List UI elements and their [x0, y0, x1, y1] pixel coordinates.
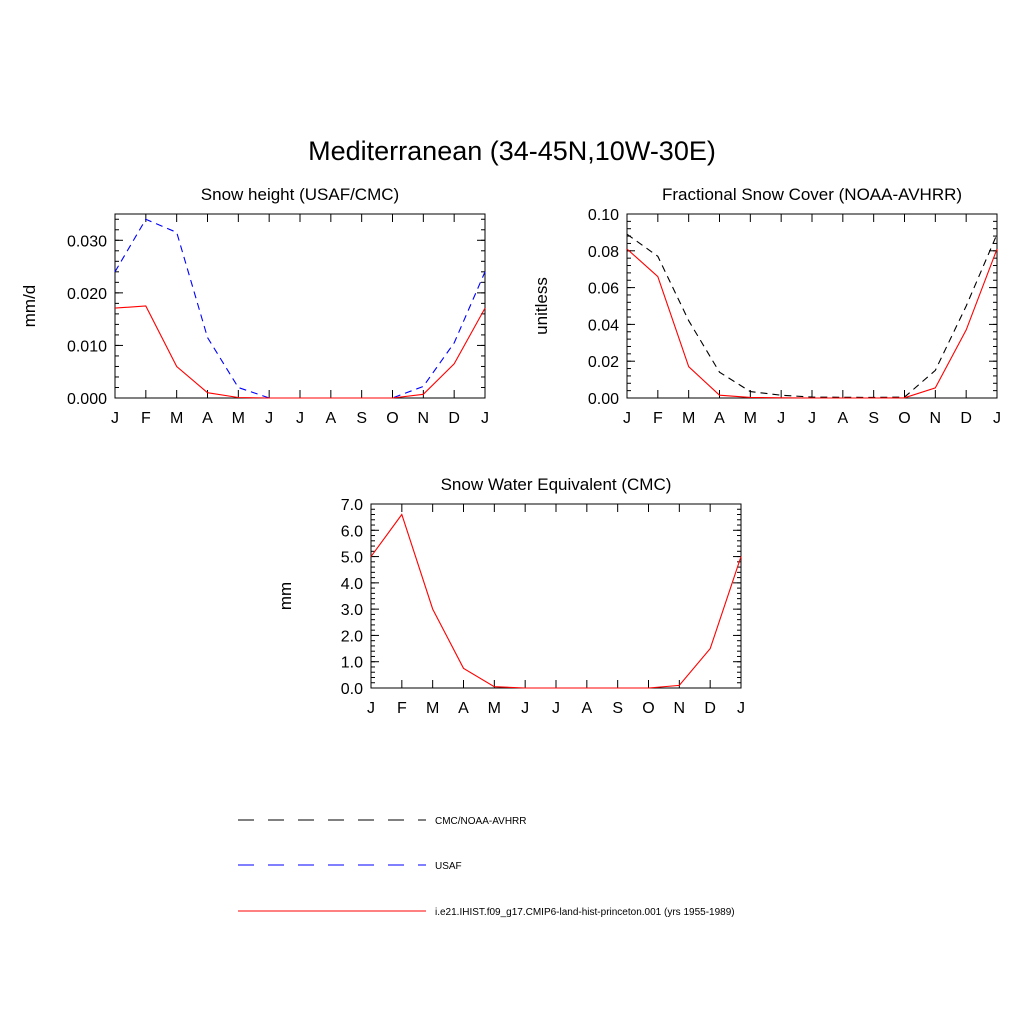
- y-tick-label: 4.0: [341, 576, 363, 593]
- x-tick-label: J: [296, 410, 304, 427]
- y-tick-label: 0.020: [67, 286, 107, 303]
- legend: CMC/NOAA-AVHRR USAF i.e21.IHIST.f09_g17.CM…: [238, 816, 735, 918]
- series-line: [626, 248, 998, 399]
- x-tick-label: O: [386, 410, 398, 427]
- chart-fractional-snow-cover: Fractional Snow Cover (NOAA-AVHRR) unitle…: [532, 185, 1001, 427]
- x-tick-label: J: [521, 700, 529, 717]
- x-tick-label: A: [202, 410, 213, 427]
- x-tick-label: O: [642, 700, 654, 717]
- x-tick-label: J: [993, 410, 1001, 427]
- y-tick-label: 0.04: [588, 317, 619, 334]
- plot-frame: [114, 213, 486, 399]
- x-tick-label: M: [170, 410, 183, 427]
- y-tick-label: 1.0: [341, 655, 363, 672]
- y-tick-label: 0.02: [588, 354, 619, 371]
- y-tick-label: 3.0: [341, 602, 363, 619]
- y-axis-label: unitless: [532, 277, 551, 335]
- x-tick-label: A: [458, 700, 469, 717]
- plot-frame: [626, 213, 998, 399]
- x-tick-label: N: [930, 410, 942, 427]
- y-tick-label: 0.10: [588, 207, 619, 224]
- chart-title: Fractional Snow Cover (NOAA-AVHRR): [662, 185, 962, 204]
- x-tick-label: J: [808, 410, 816, 427]
- x-tick-label: J: [777, 410, 785, 427]
- y-tick-label: 5.0: [341, 550, 363, 567]
- x-tick-label: N: [418, 410, 430, 427]
- y-tick-label: 0.000: [67, 391, 107, 408]
- y-axis-label: mm: [276, 582, 295, 610]
- x-tick-label: D: [704, 700, 716, 717]
- plot-frame: [370, 503, 742, 689]
- y-axis-label: mm/d: [20, 285, 39, 328]
- x-tick-label: J: [111, 410, 119, 427]
- x-tick-label: S: [612, 700, 623, 717]
- x-tick-label: F: [653, 410, 663, 427]
- y-tick-label: 0.08: [588, 244, 619, 261]
- y-tick-label: 0.0: [341, 681, 363, 698]
- y-tick-label: 7.0: [341, 497, 363, 514]
- legend-label: i.e21.IHIST.f09_g17.CMIP6-land-hist-prin…: [435, 907, 735, 918]
- x-tick-label: J: [265, 410, 273, 427]
- y-tick-label: 0.030: [67, 233, 107, 250]
- series-line: [114, 218, 486, 399]
- x-tick-label: F: [397, 700, 407, 717]
- series-line: [370, 513, 742, 689]
- y-tick-label: 0.00: [588, 391, 619, 408]
- x-tick-label: A: [581, 700, 592, 717]
- chart-snow-water-equivalent: Snow Water Equivalent (CMC) mm J F M A M J J A S O N…: [276, 475, 745, 717]
- x-tick-label: O: [898, 410, 910, 427]
- x-tick-label: S: [868, 410, 879, 427]
- x-tick-label: J: [481, 410, 489, 427]
- x-tick-label: D: [960, 410, 972, 427]
- figure-title: Mediterranean (34-45N,10W-30E): [308, 136, 716, 166]
- x-tick-label: N: [674, 700, 686, 717]
- x-tick-label: D: [448, 410, 460, 427]
- x-tick-label: M: [426, 700, 439, 717]
- x-tick-label: A: [325, 410, 336, 427]
- y-tick-label: 0.06: [588, 281, 619, 298]
- series-line: [626, 233, 998, 398]
- series-line: [114, 305, 486, 399]
- x-tick-label: F: [141, 410, 151, 427]
- x-tick-label: J: [623, 410, 631, 427]
- x-tick-label: M: [682, 410, 695, 427]
- chart-snow-height: Snow height (USAF/CMC)mm/dJ F M A M J J A S O N D J0…: [20, 185, 489, 427]
- x-tick-label: M: [488, 700, 501, 717]
- chart-title: Snow height (USAF/CMC): [201, 185, 399, 204]
- y-tick-label: 6.0: [341, 523, 363, 540]
- legend-label: CMC/NOAA-AVHRR: [435, 816, 526, 827]
- y-tick-label: 0.010: [67, 338, 107, 355]
- legend-label: USAF: [435, 861, 462, 872]
- x-tick-label: A: [837, 410, 848, 427]
- x-tick-label: M: [232, 410, 245, 427]
- x-tick-label: S: [356, 410, 367, 427]
- chart-title: Snow Water Equivalent (CMC): [441, 475, 672, 494]
- x-tick-label: J: [737, 700, 745, 717]
- x-tick-label: A: [714, 410, 725, 427]
- x-tick-label: M: [744, 410, 757, 427]
- y-tick-label: 2.0: [341, 628, 363, 645]
- x-tick-label: J: [367, 700, 375, 717]
- x-tick-label: J: [552, 700, 560, 717]
